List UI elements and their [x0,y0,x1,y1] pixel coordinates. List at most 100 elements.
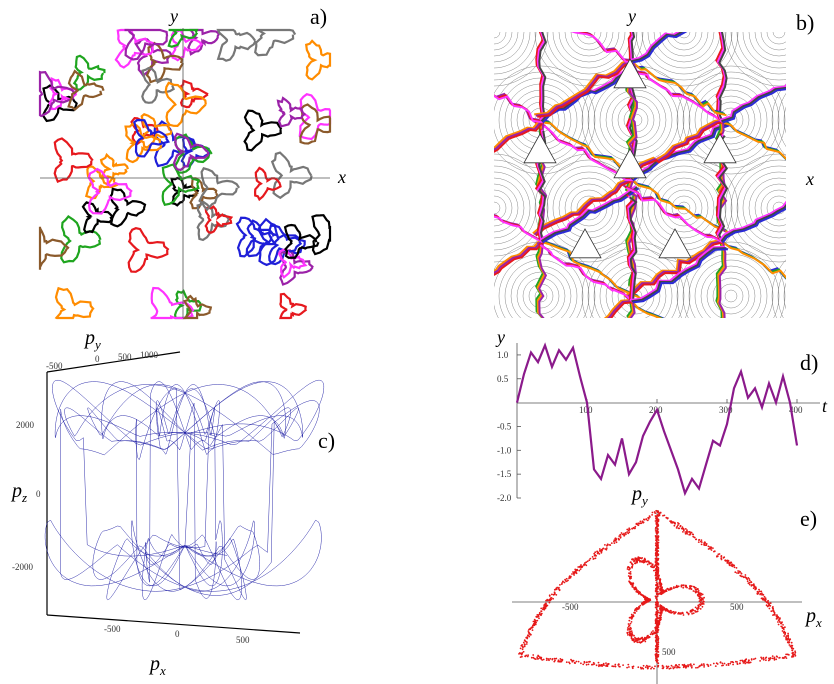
panel-e-point [653,511,656,513]
panel-e-point [528,632,530,634]
panel-e-point [791,644,794,647]
panel-e-point [633,611,635,614]
panel-e-point [630,617,633,620]
panel-c-xtick: 0 [175,629,180,639]
panel-e-point [659,605,662,608]
panel-b-trajectory [535,119,545,231]
panel-e-point [597,661,600,664]
panel-b-trajectory [626,241,724,300]
panel-e-point [660,604,663,607]
panel-b-trajectory [632,301,663,318]
panel-e-point [523,645,526,648]
panel-b-trajectory [719,239,786,280]
panel-a-trajectory [276,96,307,128]
panel-e-point [656,518,659,521]
panel-e-point [654,613,657,616]
panel-e-point [661,589,663,592]
panel-b-trajectory [534,59,631,116]
panel-b-trajectory [538,242,633,302]
panel-e-point [655,590,658,592]
panel-e-point [639,560,642,562]
panel-e-point [680,584,683,587]
panel-b-circle [605,265,667,318]
panel-e-point [673,612,676,615]
panel-e-point [639,520,642,523]
panel-e-point [588,660,591,663]
panel-e-point [655,611,658,614]
panel-e-point [696,607,698,610]
panel-e-point [698,665,700,668]
panel-e-point [656,518,659,521]
panel-e-point [676,586,678,589]
panel-e-point [782,627,785,629]
panel-e-point [605,665,607,667]
panel-e-point [769,657,772,659]
panel-e-point [657,623,660,626]
panel-e-point [598,550,601,552]
panel-e-point [665,609,667,612]
panel-e-point [656,520,659,523]
panel-e-point [660,618,662,621]
panel-e-point [581,565,584,568]
panel-e-point [646,636,648,638]
panel-b-trajectory [538,32,547,123]
panel-b-circle [808,278,834,314]
panel-c-xtick: 500 [236,635,250,645]
panel-e-point [579,565,582,568]
panel-a-trajectory [54,286,95,320]
panel-b-circle [647,171,721,245]
panel-e-point [521,645,524,648]
panel-b-circle [772,201,786,215]
panel-e-point [656,541,659,544]
panel-e-point [760,656,762,659]
panel-e-point [677,524,679,527]
panel-e-point [646,600,648,603]
panel-e-point [669,588,672,591]
panel-e-point [656,650,659,653]
panel-e-point [664,590,666,593]
panel-e-point [641,638,644,641]
panel-e-point [660,582,662,585]
panel-e-point [740,572,743,575]
panel-e-point [787,653,789,656]
panel-e-point [655,634,658,636]
panel-e-point [698,597,701,600]
panel-e-point [531,626,534,629]
panel-e-point [655,632,657,634]
panel-e-point [655,567,658,570]
panel-e-point [661,667,664,670]
panel-e-point [628,568,630,571]
panel-e-point [794,654,797,657]
panel-e-point [690,588,693,590]
panel-e-point [700,599,703,602]
panel-b-trajectory [628,70,638,181]
panel-e-point [627,532,630,535]
panel-e-point [775,658,778,661]
panel-e-point [656,620,659,623]
panel-d-ytick: 1.0 [497,350,509,360]
panel-e-point [657,572,659,574]
panel-e-point [548,599,551,602]
panel-e-point [766,601,769,603]
panel-e-point [633,588,636,590]
panel-e-point [768,603,770,605]
panel-a-trajectory [173,133,213,174]
panel-e-point [546,599,549,602]
panel-e-point [551,593,553,596]
panel-b-trajectory [624,119,721,175]
panel-b-trajectory [719,200,786,241]
panel-e-point [573,572,576,574]
panel-e-point [785,637,788,640]
panel-e-point [655,568,658,571]
panel-e-point [660,592,663,594]
panel-e-point [656,566,659,568]
panel-e-point [659,584,662,587]
panel-e-point [657,535,660,537]
panel-e-point [646,666,649,669]
panel-e-point [644,597,646,600]
panel-e-point [662,606,665,609]
panel-e-point [655,579,657,582]
panel-e-point [657,575,660,577]
panel-e-point [638,522,641,525]
panel-e-point [707,545,710,548]
